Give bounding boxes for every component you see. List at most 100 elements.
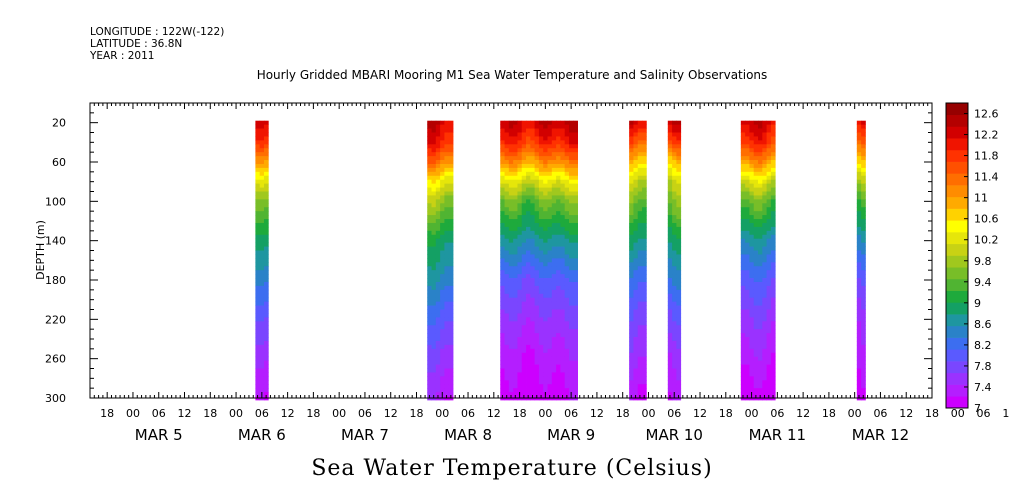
data-cell (672, 136, 677, 141)
data-cell (547, 140, 553, 145)
data-cell (556, 136, 561, 141)
data-cell (255, 258, 261, 263)
data-cell (564, 337, 570, 342)
data-cell (667, 148, 673, 153)
data-cell (521, 144, 527, 149)
data-cell (259, 285, 265, 291)
data-cell (263, 152, 269, 157)
data-cell (534, 356, 540, 362)
data-cell (556, 266, 561, 271)
data-cell (637, 163, 643, 169)
data-cell (500, 376, 505, 381)
data-cell (500, 325, 505, 330)
data-cell (766, 238, 772, 244)
data-cell (633, 321, 639, 326)
data-cell (448, 156, 454, 161)
data-cell (637, 156, 643, 161)
data-cell (861, 187, 866, 192)
y-tick-label: 300 (45, 392, 66, 405)
data-cell (749, 187, 755, 192)
data-cell (530, 384, 536, 389)
data-cell (568, 278, 574, 283)
data-cell (508, 120, 514, 126)
data-cell (504, 278, 510, 283)
data-cell (530, 144, 536, 149)
data-cell (448, 132, 454, 137)
data-cell (547, 219, 553, 224)
data-cell (543, 266, 548, 271)
data-cell (770, 380, 776, 385)
data-cell (556, 278, 561, 283)
data-cell (440, 376, 445, 381)
data-cell (676, 156, 682, 161)
data-cell (568, 258, 574, 263)
data-cell (856, 250, 862, 255)
data-cell (573, 281, 578, 287)
data-cell (676, 148, 682, 153)
data-cell (521, 128, 527, 133)
data-cell (255, 124, 261, 129)
data-cell (431, 344, 437, 350)
data-cell (758, 305, 763, 310)
data-cell (856, 160, 862, 165)
data-cell (861, 246, 866, 251)
data-cell (444, 281, 450, 287)
data-cell (745, 368, 750, 373)
data-cell (856, 171, 862, 177)
data-cell (508, 309, 514, 314)
data-cell (568, 183, 574, 188)
data-cell (530, 356, 536, 362)
data-cell (642, 301, 647, 306)
data-cell (667, 340, 673, 346)
data-cell (538, 175, 544, 181)
data-cell (500, 333, 505, 338)
data-cell (642, 179, 647, 185)
data-cell (440, 337, 445, 342)
data-cell (856, 215, 862, 220)
data-cell (637, 281, 643, 287)
data-cell (560, 360, 566, 365)
data-cell (672, 278, 677, 283)
data-cell (568, 356, 574, 362)
x-tick-label: 12 (796, 407, 810, 420)
data-cell (568, 144, 574, 149)
data-cell (530, 274, 536, 279)
data-cell (861, 183, 866, 188)
data-cell (633, 380, 639, 385)
data-cell (500, 384, 505, 389)
data-cell (740, 333, 746, 338)
data-cell (672, 376, 677, 381)
data-cell (427, 364, 432, 369)
data-cell (770, 384, 776, 389)
data-cell (259, 152, 265, 157)
data-cell (551, 148, 557, 153)
data-cell (758, 175, 763, 181)
data-cell (521, 337, 527, 342)
data-cell (534, 270, 540, 275)
data-cell (749, 226, 755, 232)
data-cell (856, 297, 862, 303)
data-cell (676, 160, 682, 165)
data-cell (556, 289, 561, 295)
data-cell (672, 325, 677, 330)
data-cell (560, 384, 566, 389)
data-cell (637, 132, 643, 137)
data-cell (642, 305, 647, 310)
data-cell (740, 183, 746, 188)
x-date-label: MAR 12 (852, 426, 909, 444)
data-cell (500, 183, 505, 188)
data-cell (513, 207, 518, 212)
data-cell (629, 266, 634, 271)
data-cell (560, 234, 566, 240)
data-cell (444, 368, 450, 373)
data-cell (633, 171, 639, 177)
data-cell (556, 281, 561, 287)
data-cell (745, 222, 750, 228)
data-cell (745, 171, 750, 177)
data-cell (629, 329, 634, 334)
data-cell (564, 120, 570, 126)
data-cell (568, 203, 574, 208)
data-cell (538, 317, 544, 322)
data-cell (504, 211, 510, 216)
data-cell (633, 234, 639, 240)
